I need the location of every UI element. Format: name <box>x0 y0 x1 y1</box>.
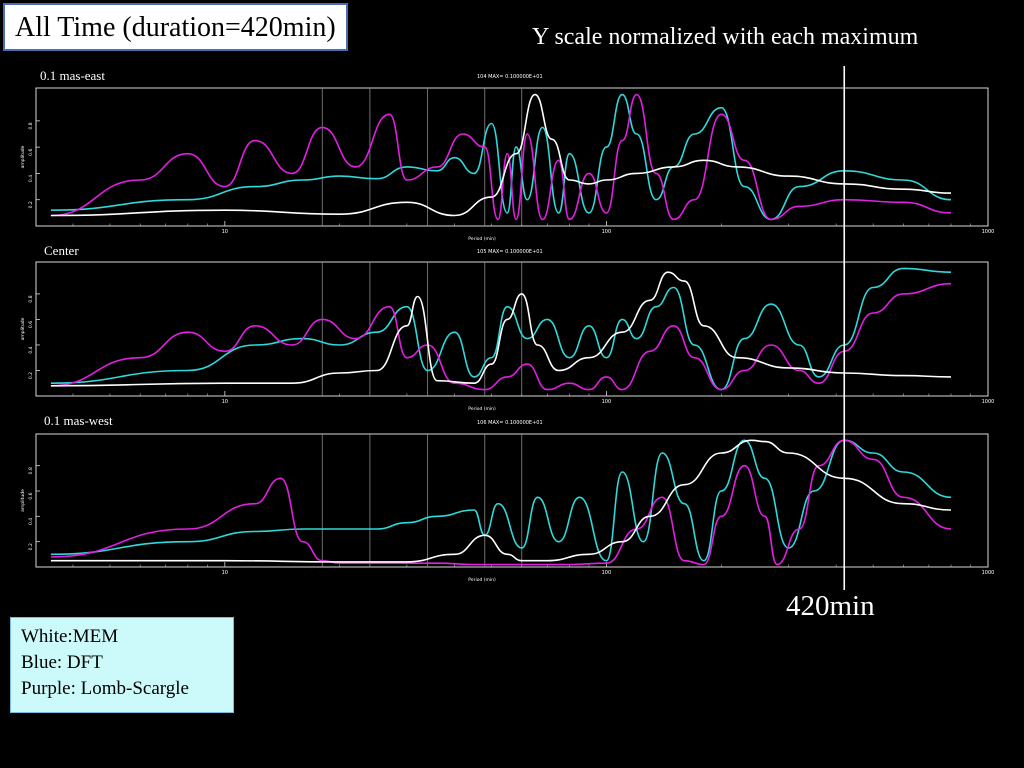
series-line-mem <box>50 439 952 563</box>
plot-frame <box>35 433 989 568</box>
x-axis-label: Period (min) <box>468 577 496 583</box>
x-tick-label: 1000 <box>982 570 995 576</box>
y-tick-label: 0.2 <box>28 201 34 208</box>
chart-panel-2: 0.2 0.4 0.6 0.8 10 100 1000 Period (min) amplitu… <box>20 433 995 583</box>
series-line-lomb <box>50 282 952 391</box>
y-axis-label: amplitude <box>20 317 26 340</box>
series-line-dft <box>50 93 952 221</box>
y-tick-label: 0.6 <box>28 321 34 328</box>
chart-panel-0: 0.2 0.4 0.6 0.8 10 100 1000 Period (min) amplitu… <box>20 87 995 242</box>
y-tick-label: 0.4 <box>28 518 34 525</box>
x-tick-label: 10 <box>222 570 228 576</box>
y-tick-label: 0.6 <box>28 492 34 499</box>
x-tick-label: 100 <box>602 570 612 576</box>
y-tick-label: 0.8 <box>28 295 34 302</box>
y-tick-label: 0.2 <box>28 543 34 550</box>
y-tick-label: 0.4 <box>28 346 34 353</box>
y-axis-label: amplitude <box>20 489 26 512</box>
panel-max-center: 105 MAX= 0.100000E+01 <box>477 249 543 255</box>
series-line-lomb <box>50 93 952 221</box>
y-tick-label: 0.6 <box>28 149 34 156</box>
x-tick-label: 100 <box>602 229 612 235</box>
series-line-lomb <box>50 439 952 566</box>
slide-title: All Time (duration=420min) <box>3 3 348 51</box>
panel-label-center: Center <box>44 243 79 258</box>
legend-item-lomb: Purple: Lomb-Scargle <box>21 678 189 699</box>
legend-item-dft: Blue: DFT <box>21 652 103 673</box>
x-tick-label: 10 <box>222 399 228 405</box>
x-tick-label: 1000 <box>982 399 995 405</box>
legend: White:MEM Blue: DFT Purple: Lomb-Scargle <box>10 617 234 713</box>
chart-panel-1: 0.2 0.4 0.6 0.8 10 100 1000 Period (min) amplitu… <box>20 261 995 412</box>
plot-frame <box>35 261 989 397</box>
slide-subtitle: Y scale normalized with each maximum <box>532 24 919 50</box>
plot-frame <box>35 87 989 227</box>
x-axis-label: Period (min) <box>468 406 496 412</box>
y-tick-label: 0.2 <box>28 372 34 379</box>
y-tick-label: 0.8 <box>28 122 34 129</box>
x-axis-label: Period (min) <box>468 236 496 242</box>
marker-label: 420min <box>786 590 875 622</box>
x-tick-label: 10 <box>222 229 228 235</box>
y-axis-label: amplitude <box>20 145 26 168</box>
panel-label-west: 0.1 mas-west <box>44 413 113 428</box>
series-line-mem <box>50 93 952 217</box>
series-line-dft <box>50 439 952 562</box>
x-tick-label: 100 <box>602 399 612 405</box>
panel-label-east: 0.1 mas-east <box>40 68 105 83</box>
panel-max-west: 106 MAX= 0.100000E+01 <box>477 420 543 426</box>
y-tick-label: 0.4 <box>28 175 34 182</box>
series-line-dft <box>50 267 952 391</box>
series-line-mem <box>50 271 952 387</box>
panel-max-east: 104 MAX= 0.100000E+01 <box>477 74 543 80</box>
legend-item-mem: White:MEM <box>21 626 119 647</box>
x-tick-label: 1000 <box>982 229 995 235</box>
y-tick-label: 0.8 <box>28 467 34 474</box>
